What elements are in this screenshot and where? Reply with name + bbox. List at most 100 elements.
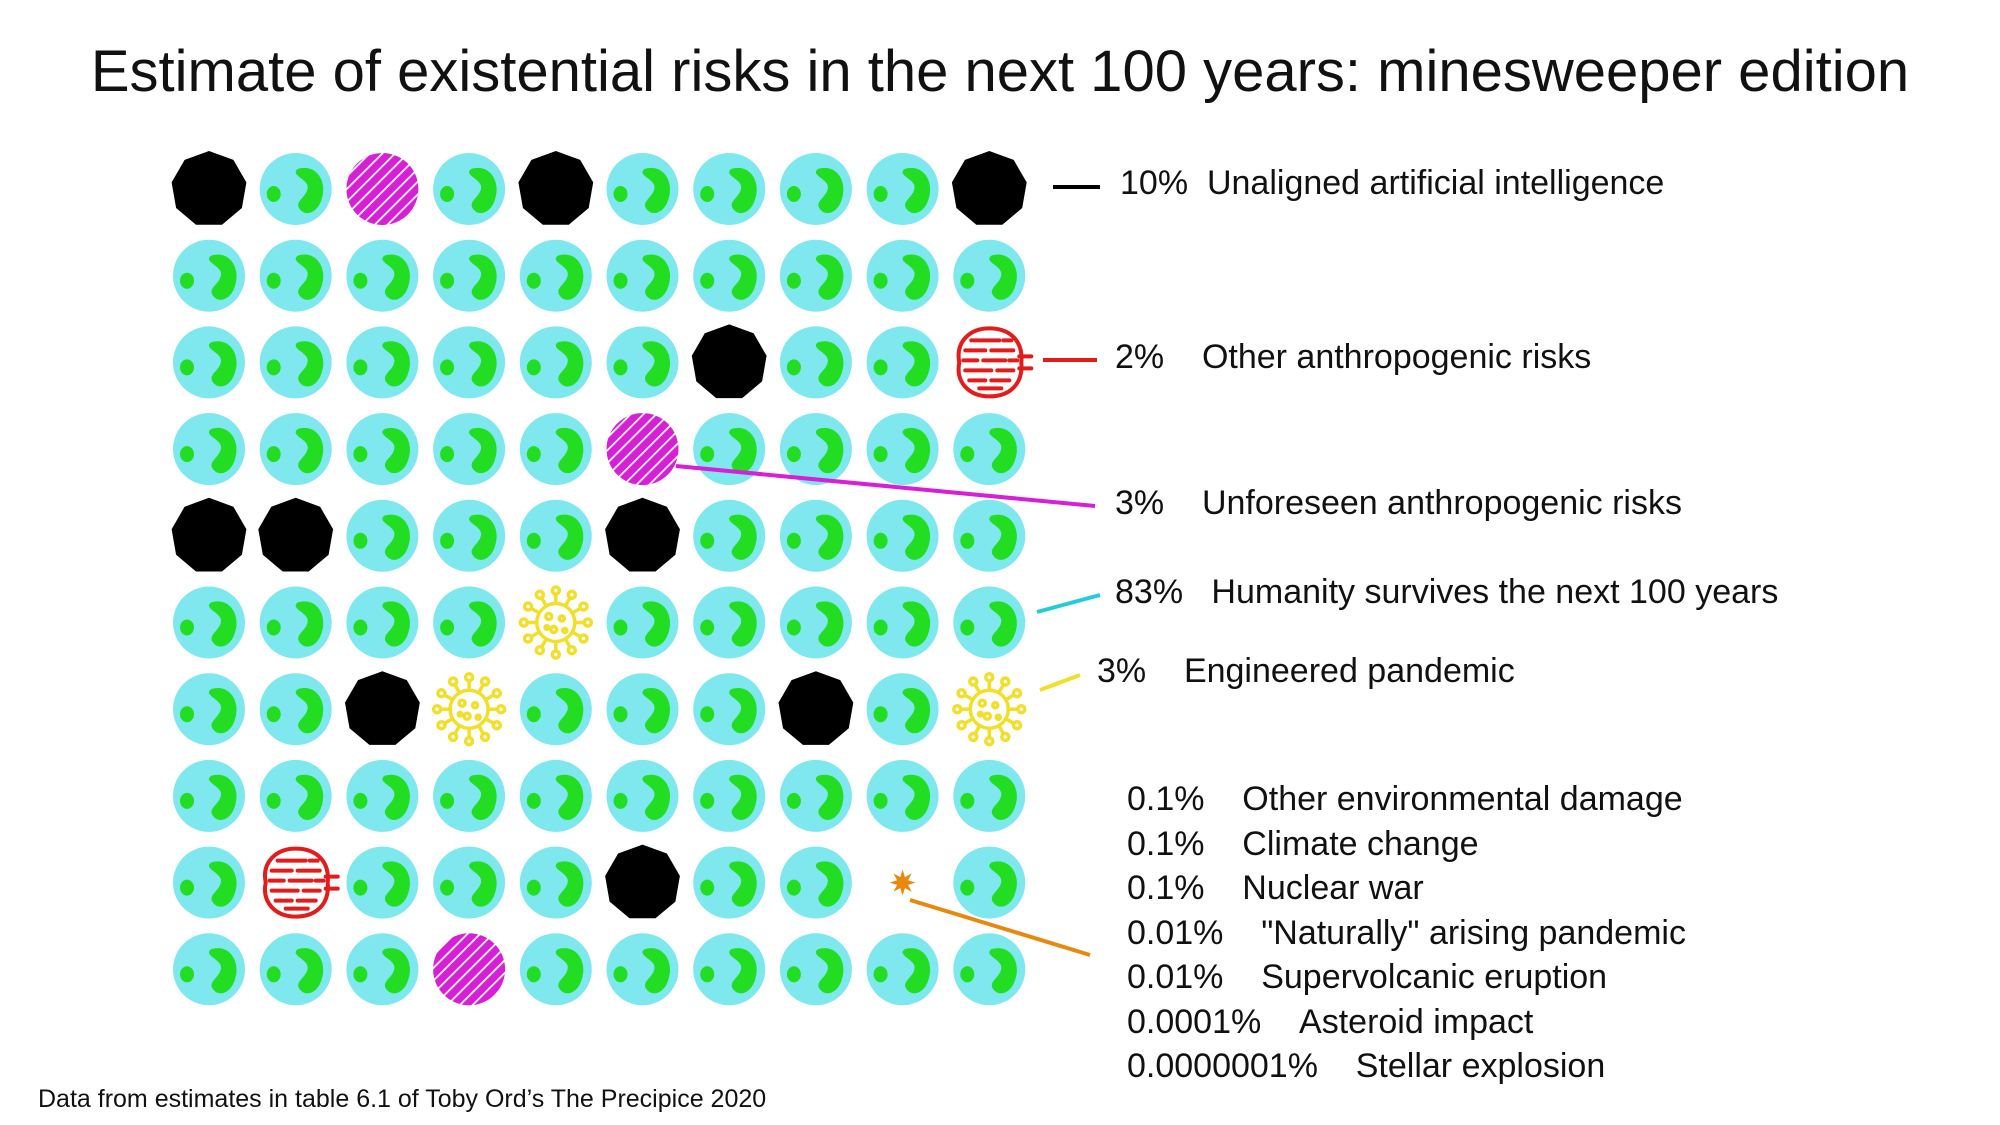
grid-cell-earth [433, 499, 506, 572]
earth-island [786, 446, 801, 463]
earth-island [526, 792, 541, 809]
grid-cell-earth [433, 153, 506, 225]
earth-island [353, 879, 368, 896]
earth-continent [815, 254, 844, 300]
earth-continent [815, 167, 844, 214]
small-risk-label: 0.1% Climate change [1127, 825, 1479, 863]
legend-label-other-anthropogenic: 2% Other anthropogenic risks [1115, 338, 1592, 376]
grid-cell-ai [605, 497, 680, 572]
earth-continent [208, 601, 237, 647]
earth-island [873, 532, 888, 549]
earth-continent [902, 948, 931, 994]
earth-island [960, 272, 975, 289]
grid-cell-other-anthropogenic [956, 326, 1034, 399]
grid-cell-earth [779, 846, 852, 919]
earth-island [786, 186, 801, 202]
leader-line-survive [1036, 593, 1101, 614]
grid-cell-earth [606, 239, 679, 312]
grid-cell-earth [866, 673, 939, 746]
grid-cell-earth [866, 586, 939, 659]
grid-cell-earth [259, 586, 332, 659]
earth-continent [382, 948, 410, 994]
grid-cell-earth [173, 846, 245, 919]
earth-island [960, 532, 975, 549]
ai-mine [605, 844, 680, 919]
grid-cell-earth [173, 239, 245, 312]
earth-island [526, 706, 541, 723]
earth-island [960, 879, 975, 896]
earth-island [180, 446, 194, 463]
earth-continent [642, 948, 671, 994]
legend-label-ai: 10% Unaligned artificial intelligence [1120, 164, 1665, 202]
earth-continent [382, 341, 410, 387]
grid-cell-pandemic [431, 671, 507, 747]
earth-continent [902, 688, 931, 734]
earth-island [700, 619, 715, 636]
earth-continent [208, 948, 237, 994]
earth-continent [902, 427, 931, 474]
grid-cell-earth [779, 153, 852, 225]
earth-continent [815, 948, 844, 994]
earth-island [786, 619, 801, 636]
earth-island [786, 272, 801, 289]
earth-continent [815, 341, 844, 387]
ai-mine [605, 497, 680, 572]
grid-cell-ai [345, 671, 420, 745]
grid-cell-earth [693, 673, 766, 746]
grid-cell-earth [259, 673, 332, 746]
grid-cell-earth [779, 586, 852, 659]
ai-mine [778, 671, 854, 745]
grid-cell-earth [866, 153, 939, 225]
earth-continent [815, 861, 844, 907]
grid-cell-earth [866, 239, 939, 312]
chart-title: Estimate of existential risks in the nex… [90, 39, 1910, 104]
earth-continent [989, 774, 1017, 820]
grid-cell-earth [346, 239, 419, 312]
grid-cell-earth [259, 153, 332, 225]
earth-island [266, 359, 281, 376]
earth-continent [729, 514, 757, 560]
grid-cell-unforeseen [433, 933, 506, 1006]
ai-mine [171, 497, 247, 572]
grid-cell-earth [433, 759, 506, 832]
grid-cell-earth [433, 239, 506, 312]
grid-cell-earth [173, 759, 245, 832]
grid-cell-earth [346, 759, 419, 832]
grid-cell-ai [171, 151, 247, 225]
earth-island [960, 792, 975, 809]
earth-continent [729, 774, 757, 820]
earth-island [700, 186, 715, 202]
earth-island [440, 879, 455, 896]
earth-island [700, 792, 715, 809]
small-risks-star [889, 869, 916, 896]
earth-continent [729, 688, 757, 734]
grid-cell-earth [866, 759, 939, 832]
earth-continent [555, 688, 584, 734]
grid-cell-earth [953, 846, 1026, 919]
other-anthropogenic-brain [956, 326, 1034, 399]
earth-island [526, 966, 541, 983]
earth-island [786, 532, 801, 549]
grid-cell-earth [953, 586, 1026, 659]
earth-continent [382, 427, 410, 474]
earth-continent [469, 254, 497, 300]
earth-island [526, 272, 541, 289]
earth-island [873, 446, 888, 463]
earth-continent [208, 254, 237, 300]
earth-island [266, 619, 281, 636]
earth-island [700, 446, 715, 463]
earth-island [613, 272, 628, 289]
earth-continent [295, 341, 324, 387]
earth-island [873, 792, 888, 809]
grid-cell-earth [779, 759, 852, 832]
earth-continent [469, 167, 497, 214]
grid-cell-earth [259, 413, 332, 486]
grid-cell-earth [606, 153, 679, 225]
grid-cell-earth [433, 586, 506, 659]
grid-cell-earth [606, 326, 679, 399]
grid-cell-earth [866, 933, 939, 1006]
earth-island [440, 272, 455, 289]
earth-continent [989, 254, 1017, 300]
earth-continent [295, 688, 324, 734]
